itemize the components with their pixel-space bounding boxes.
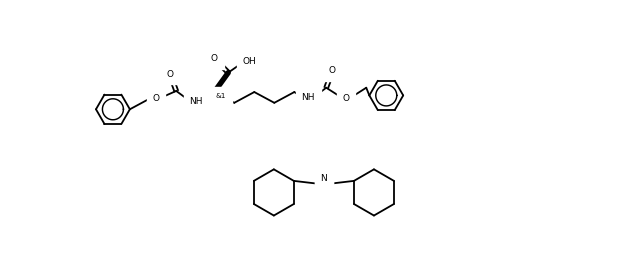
Text: O: O	[343, 94, 349, 103]
Text: &1: &1	[216, 93, 226, 99]
Text: O: O	[152, 94, 159, 103]
Text: O: O	[329, 66, 336, 75]
Text: NH: NH	[301, 93, 315, 102]
Text: O: O	[167, 69, 174, 79]
Text: N: N	[320, 174, 327, 183]
Text: O: O	[211, 54, 218, 63]
Text: OH: OH	[243, 57, 257, 66]
Text: H: H	[320, 182, 327, 191]
Text: NH: NH	[190, 97, 203, 106]
